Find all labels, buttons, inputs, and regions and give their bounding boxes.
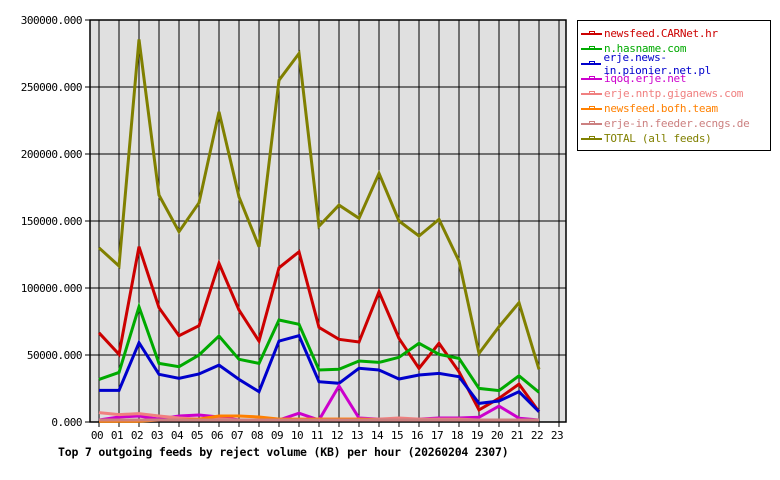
svg-text:250000.000: 250000.000	[21, 81, 82, 94]
svg-text:13: 13	[351, 429, 363, 442]
legend-line-icon	[581, 103, 602, 114]
legend-label: n.hasname.com	[604, 42, 687, 55]
svg-text:17: 17	[431, 429, 443, 442]
legend-item: iqoq.erje.net	[578, 71, 770, 86]
legend-line-icon	[581, 28, 602, 39]
legend-line-icon	[581, 88, 602, 99]
svg-text:0.000: 0.000	[51, 416, 82, 429]
svg-text:08: 08	[251, 429, 263, 442]
legend-label: erje-in.feeder.ecngs.de	[604, 117, 750, 130]
svg-text:100000.000: 100000.000	[21, 282, 82, 295]
svg-text:00: 00	[91, 429, 103, 442]
svg-text:23: 23	[551, 429, 563, 442]
legend-line-icon	[581, 43, 602, 54]
svg-text:50000.000: 50000.000	[27, 349, 82, 362]
svg-text:300000.000: 300000.000	[21, 14, 82, 27]
legend-line-icon	[581, 73, 602, 84]
legend-label: newsfeed.bofh.team	[604, 102, 718, 115]
legend-label: TOTAL (all feeds)	[604, 132, 712, 145]
legend-label: erje.news-in.pionier.net.pl	[603, 50, 711, 77]
legend-line-icon	[581, 58, 602, 69]
chart-legend: newsfeed.CARNet.hr n.hasname.com erje.ne…	[577, 20, 771, 151]
svg-text:01: 01	[111, 429, 123, 442]
svg-text:15: 15	[391, 429, 403, 442]
legend-label: iqoq.erje.net	[604, 72, 687, 85]
svg-text:14: 14	[371, 429, 384, 442]
svg-text:21: 21	[511, 429, 523, 442]
svg-text:04: 04	[171, 429, 184, 442]
legend-item: erje-in.feeder.ecngs.de	[578, 116, 770, 131]
svg-text:06: 06	[211, 429, 223, 442]
legend-label: newsfeed.CARNet.hr	[604, 27, 718, 40]
data-series	[97, 39, 541, 423]
svg-text:07: 07	[231, 429, 243, 442]
chart-title: Top 7 outgoing feeds by reject volume (K…	[58, 445, 509, 459]
svg-text:150000.000: 150000.000	[21, 215, 82, 228]
svg-text:20: 20	[491, 429, 503, 442]
svg-text:10: 10	[291, 429, 303, 442]
svg-text:16: 16	[411, 429, 423, 442]
x-axis: 00 01 02 03 04 05 06 07 08 09 10 11 12 13 14 15 16 17 18 19…	[91, 429, 564, 442]
svg-text:11: 11	[311, 429, 323, 442]
legend-item: TOTAL (all feeds)	[578, 131, 770, 146]
legend-label: erje.nntp.giganews.com	[604, 87, 744, 100]
svg-text:02: 02	[131, 429, 143, 442]
svg-text:18: 18	[451, 429, 463, 442]
legend-item: erje.nntp.giganews.com	[578, 86, 770, 101]
legend-item: newsfeed.bofh.team	[578, 101, 770, 116]
svg-text:03: 03	[151, 429, 163, 442]
svg-text:12: 12	[331, 429, 343, 442]
legend-line-icon	[581, 133, 602, 144]
y-axis: 0.000 50000.000 100000.000 150000.000 200000…	[21, 14, 83, 429]
legend-item: erje.news-in.pionier.net.pl	[578, 51, 770, 77]
svg-text:09: 09	[271, 429, 283, 442]
svg-text:05: 05	[191, 429, 203, 442]
svg-text:22: 22	[531, 429, 543, 442]
svg-text:19: 19	[471, 429, 483, 442]
legend-item: n.hasname.com	[578, 41, 770, 56]
svg-text:200000.000: 200000.000	[21, 148, 82, 161]
legend-item: newsfeed.CARNet.hr	[578, 26, 770, 41]
legend-line-icon	[581, 118, 602, 129]
